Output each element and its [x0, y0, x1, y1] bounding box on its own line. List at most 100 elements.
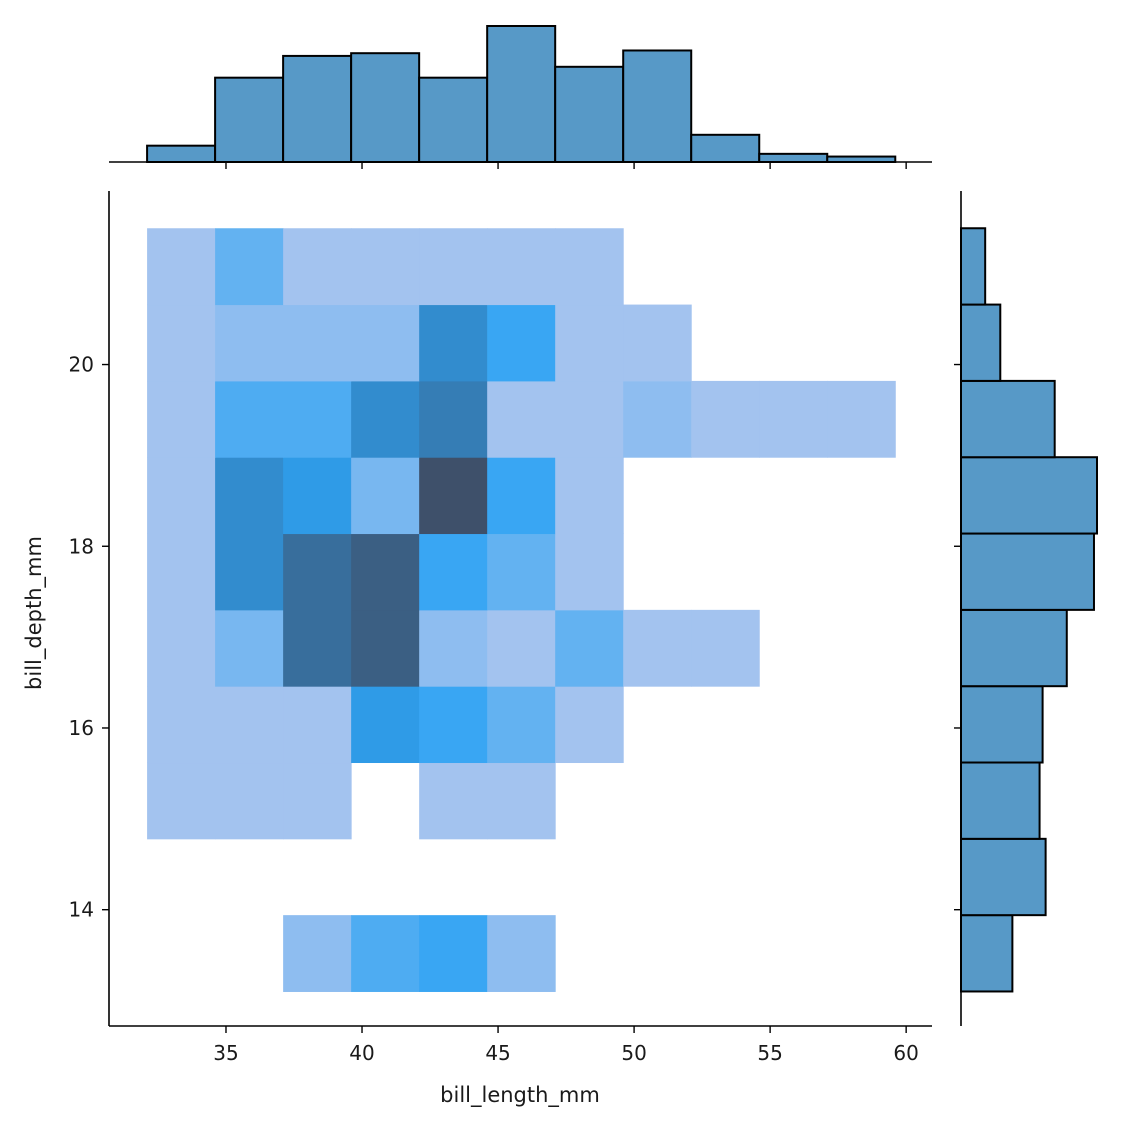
marginal-y-bar	[960, 227, 987, 306]
y-tick-label: 20	[69, 353, 94, 377]
marginal-y-bar	[960, 532, 1095, 611]
heatmap-cell	[419, 533, 488, 611]
heatmap-cell	[487, 457, 556, 535]
heatmap-cell	[215, 609, 284, 687]
heatmap-cell	[147, 533, 216, 611]
heatmap-cell	[283, 915, 352, 992]
heatmap-cell	[419, 915, 488, 992]
heatmap-cell	[555, 609, 624, 687]
marginal-y-histogram	[960, 227, 1098, 993]
heatmap-cell	[555, 228, 624, 306]
marginal-x-bar	[282, 54, 353, 163]
heatmap-cell	[351, 533, 420, 611]
heatmap-cell	[147, 686, 216, 764]
heatmap-cell	[419, 609, 488, 687]
y-tick-label: 16	[69, 716, 94, 740]
heatmap-cell	[147, 380, 216, 458]
heatmap-cell	[419, 686, 488, 764]
marginal-y-bar	[960, 914, 1014, 993]
heatmap-cell	[147, 762, 216, 840]
marginal-x-bar	[826, 155, 897, 163]
heatmap-cell	[555, 380, 624, 458]
heatmap-cell	[759, 380, 828, 458]
heatmap-cell	[351, 228, 420, 306]
heatmap-cell	[351, 457, 420, 535]
heatmap-cell	[419, 380, 488, 458]
heatmap-cell	[487, 686, 556, 764]
heatmap-cell	[283, 380, 352, 458]
marginal-x-bar	[350, 52, 421, 164]
x-tick-label: 60	[893, 1041, 918, 1065]
y-axis-ticks: 14 16 18 20	[69, 353, 961, 922]
marginal-x-bar	[146, 144, 217, 163]
heatmap-cell	[147, 304, 216, 382]
marginal-x-bar	[622, 49, 693, 163]
heatmap-cell	[215, 457, 284, 535]
heatmap-cell	[215, 380, 284, 458]
heatmap-cell	[487, 533, 556, 611]
marginal-y-bar	[960, 456, 1098, 535]
heatmap-cell	[691, 380, 760, 458]
x-axis-ticks: 35 40 45 50 55 60	[213, 162, 919, 1065]
marginal-y-bar	[960, 761, 1041, 840]
heatmap-cell	[555, 533, 624, 611]
heatmap-cell	[147, 457, 216, 535]
x-tick-label: 45	[485, 1041, 510, 1065]
y-tick-label: 18	[69, 534, 94, 558]
heatmap-cell	[691, 609, 760, 687]
heatmap-cell	[351, 686, 420, 764]
x-tick-label: 55	[757, 1041, 782, 1065]
x-tick-label: 50	[621, 1041, 646, 1065]
heatmap-cell	[487, 380, 556, 458]
marginal-x-bar	[554, 65, 625, 163]
marginal-x-bar	[214, 76, 285, 163]
marginal-y-bar	[960, 379, 1056, 459]
marginal-x-histogram	[146, 25, 897, 164]
heatmap-cell	[283, 533, 352, 611]
heatmap-cell	[215, 762, 284, 840]
heatmap-cell	[283, 457, 352, 535]
heatmap-cell	[419, 228, 488, 306]
heatmap-cell	[419, 762, 488, 840]
x-tick-label: 35	[213, 1041, 238, 1065]
heatmap-cell	[487, 762, 556, 840]
heatmap-cell	[419, 304, 488, 382]
heatmap-cell	[351, 380, 420, 458]
y-tick-label: 14	[69, 898, 94, 922]
heatmap-cell	[827, 380, 896, 458]
heatmap-cell	[487, 609, 556, 687]
heatmap-cell	[147, 228, 216, 306]
heatmap-cell	[351, 915, 420, 992]
heatmap-cell	[215, 228, 284, 306]
heatmap-cell	[623, 304, 692, 382]
x-tick-label: 40	[349, 1041, 374, 1065]
marginal-x-bar	[418, 76, 489, 163]
marginal-y-bar	[960, 608, 1068, 688]
heatmap-cell	[351, 609, 420, 687]
heatmap-cell	[419, 457, 488, 535]
heatmap-cell	[623, 380, 692, 458]
heatmap-cell	[487, 915, 556, 992]
heatmap-cell	[283, 609, 352, 687]
marginal-y-bar	[960, 303, 1002, 382]
heatmap-cell	[555, 686, 624, 764]
heatmap-cell	[283, 686, 352, 764]
heatmap-cell	[147, 609, 216, 687]
heatmap-cell	[487, 228, 556, 306]
heatmap-cell	[215, 686, 284, 764]
heatmap-cells	[147, 228, 896, 992]
heatmap-cell	[555, 304, 624, 382]
heatmap-cell	[555, 457, 624, 535]
heatmap-cell	[623, 609, 692, 687]
y-axis-label: bill_depth_mm	[22, 536, 47, 690]
heatmap-cell	[215, 304, 284, 382]
marginal-x-bar	[758, 152, 829, 163]
marginal-x-bar	[486, 25, 557, 163]
heatmap-cell	[283, 304, 352, 382]
marginal-y-bar	[960, 685, 1044, 764]
heatmap-cell	[215, 533, 284, 611]
marginal-y-bar	[960, 837, 1047, 917]
heatmap-cell	[487, 304, 556, 382]
marginal-x-bar	[690, 133, 761, 164]
x-axis-label: bill_length_mm	[440, 1083, 600, 1108]
